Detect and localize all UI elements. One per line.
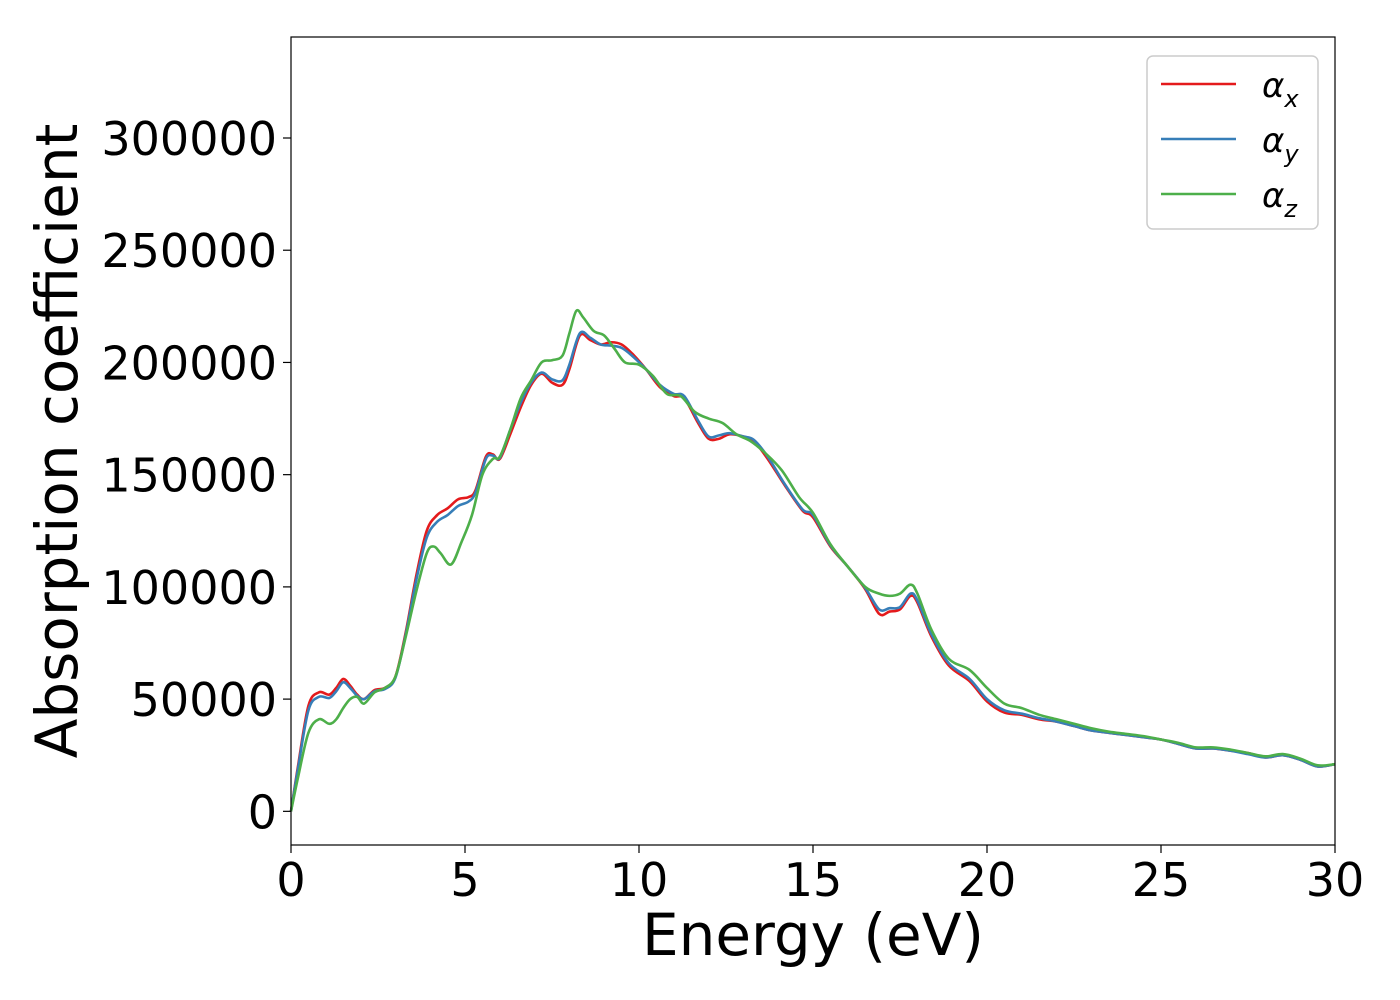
series-line-x <box>289 332 1336 812</box>
y-tick-label: 150000 <box>101 449 277 503</box>
series-line-z <box>289 308 1336 812</box>
x-tick-label: 30 <box>1306 853 1365 907</box>
legend-entry-z: αz <box>1161 176 1298 223</box>
y-tick-label: 100000 <box>101 561 277 615</box>
legend-box <box>1146 55 1319 230</box>
y-tick-label: 50000 <box>131 673 277 727</box>
y-tick-label: 200000 <box>101 336 277 390</box>
x-axis: 0 5 10 15 20 25 30 <box>276 845 1364 907</box>
x-tick-label: 15 <box>784 853 843 907</box>
x-tick-label: 25 <box>1132 853 1191 907</box>
legend: αx αy αz <box>1146 55 1319 230</box>
legend-entry-y: αy <box>1161 121 1299 168</box>
series-layer <box>289 308 1336 812</box>
y-axis-label: Absorption coefficient <box>23 124 91 759</box>
y-axis: 0 50000 100000 150000 200000 250000 300000 <box>101 112 291 839</box>
x-tick-label: 5 <box>450 853 479 907</box>
legend-label: αz <box>1262 176 1298 223</box>
x-tick-label: 0 <box>276 853 305 907</box>
y-tick-label: 250000 <box>101 224 277 278</box>
series-line-y <box>289 330 1336 812</box>
legend-entry-x: αx <box>1161 66 1299 113</box>
legend-label: αy <box>1262 121 1299 168</box>
y-tick-label: 0 <box>248 785 277 839</box>
legend-label: αx <box>1262 66 1299 113</box>
x-axis-label: Energy (eV) <box>642 901 984 969</box>
y-tick-label: 300000 <box>101 112 277 166</box>
x-tick-label: 20 <box>958 853 1017 907</box>
x-tick-label: 10 <box>610 853 669 907</box>
